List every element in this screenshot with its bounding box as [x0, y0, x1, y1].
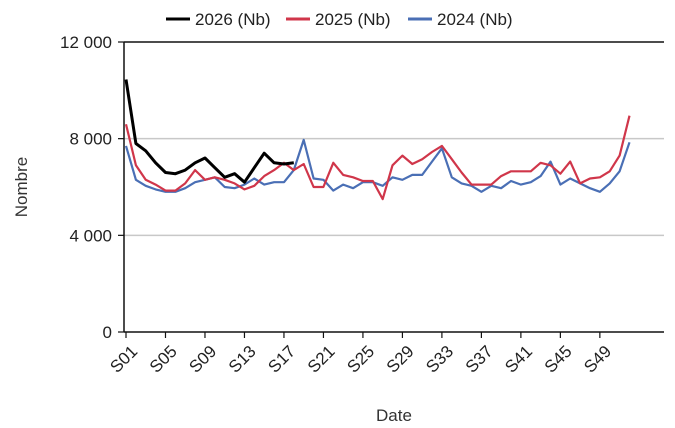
x-tick-label: S45 — [541, 342, 576, 377]
x-tick-label: S09 — [185, 342, 220, 377]
x-tick-label: S21 — [304, 342, 339, 377]
x-axis-ticks: S01 S05 S09 S13 S17 S21 S25 S29 S33 S37 S41 S45 S49 — [106, 332, 615, 377]
chart-legend: 2026 (Nb) 2025 (Nb) 2024 (Nb) — [166, 10, 513, 29]
x-tick-label: S37 — [462, 342, 497, 377]
series-lines — [124, 79, 631, 201]
x-tick-label: S41 — [501, 342, 536, 377]
series-line-2025 — [124, 115, 631, 201]
y-tick-label: 8 000 — [69, 130, 112, 149]
x-tick-label: S17 — [264, 342, 299, 377]
x-tick-label: S01 — [106, 342, 141, 377]
series-line-2026 — [124, 79, 294, 184]
y-tick-label: 4 000 — [69, 226, 112, 245]
gridlines — [124, 41, 664, 237]
x-tick-label: S25 — [343, 342, 378, 377]
legend-label: 2025 (Nb) — [315, 10, 391, 29]
x-tick-label: S49 — [580, 342, 615, 377]
x-tick-label: S29 — [383, 342, 418, 377]
y-tick-label: 0 — [103, 323, 112, 342]
series-line-2024 — [124, 138, 631, 193]
x-tick-label: S13 — [225, 342, 260, 377]
y-axis-label: Nombre — [12, 157, 31, 217]
legend-label: 2024 (Nb) — [437, 10, 513, 29]
x-tick-label: S33 — [422, 342, 457, 377]
y-tick-label: 12 000 — [60, 33, 112, 52]
x-axis-label: Date — [376, 406, 412, 425]
legend-label: 2026 (Nb) — [195, 10, 271, 29]
y-axis-ticks: 0 4 000 8 000 12 000 — [60, 33, 124, 342]
x-tick-label: S05 — [146, 342, 181, 377]
